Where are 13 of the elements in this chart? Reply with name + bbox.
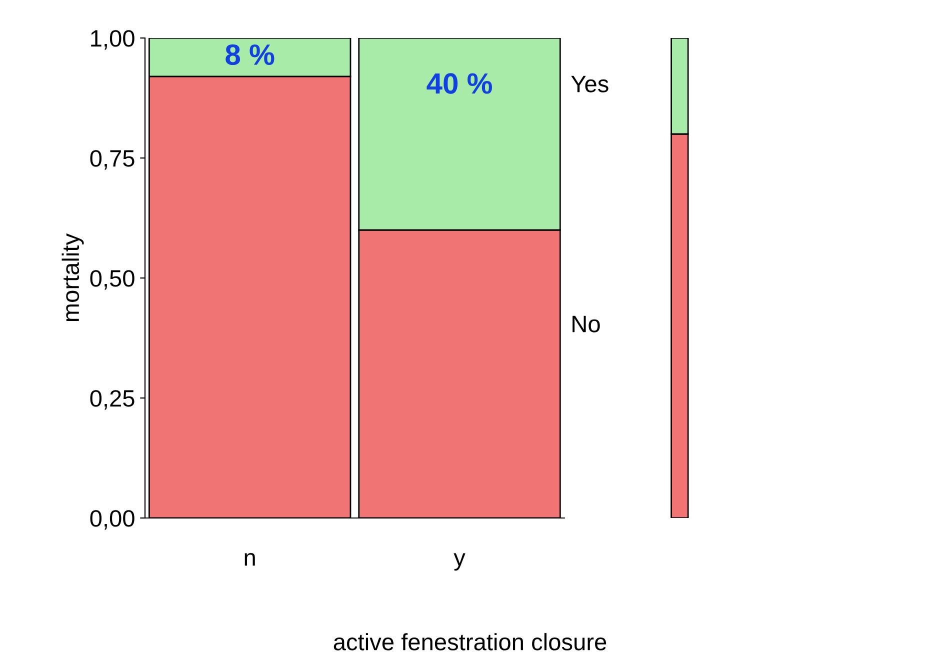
y-tick-label: 0,00: [90, 510, 134, 530]
y-tick-label: 1,00: [91, 30, 134, 50]
data-label: 40 %: [426, 73, 492, 94]
y-tick-label: 0,50: [90, 270, 134, 290]
x-axis-title: active fenestration closure: [334, 633, 606, 650]
y-tick-label: 0,75: [90, 150, 134, 170]
data-label: 8 %: [226, 44, 274, 66]
y-axis-title: mortality: [62, 233, 84, 322]
series-label: No: [572, 316, 600, 332]
series-label: Yes: [571, 76, 608, 92]
y-tick-label: 0,25: [90, 390, 134, 410]
x-tick-label: n: [244, 552, 255, 566]
x-tick-label: y: [454, 553, 466, 571]
